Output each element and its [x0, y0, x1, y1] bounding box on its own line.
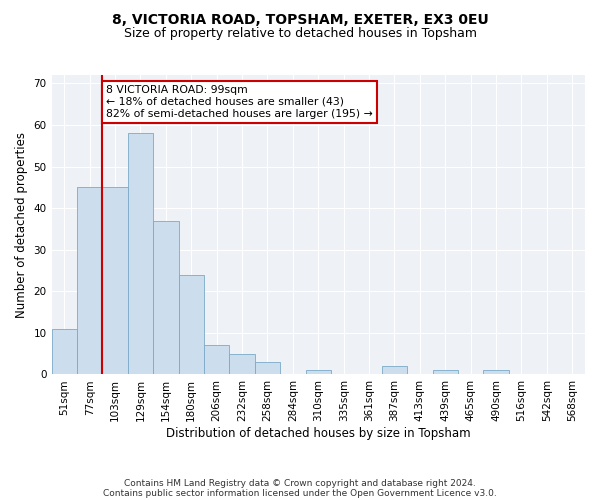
Bar	[153, 220, 179, 374]
Bar	[433, 370, 458, 374]
Bar	[179, 274, 204, 374]
Bar	[484, 370, 509, 374]
Bar	[103, 188, 128, 374]
Bar	[77, 188, 103, 374]
Text: 8, VICTORIA ROAD, TOPSHAM, EXETER, EX3 0EU: 8, VICTORIA ROAD, TOPSHAM, EXETER, EX3 0…	[112, 12, 488, 26]
Bar	[128, 133, 153, 374]
X-axis label: Distribution of detached houses by size in Topsham: Distribution of detached houses by size …	[166, 427, 470, 440]
Text: Contains HM Land Registry data © Crown copyright and database right 2024.: Contains HM Land Registry data © Crown c…	[124, 478, 476, 488]
Bar	[229, 354, 255, 374]
Bar	[255, 362, 280, 374]
Text: 8 VICTORIA ROAD: 99sqm
← 18% of detached houses are smaller (43)
82% of semi-det: 8 VICTORIA ROAD: 99sqm ← 18% of detached…	[106, 86, 373, 118]
Y-axis label: Number of detached properties: Number of detached properties	[15, 132, 28, 318]
Bar	[204, 346, 229, 374]
Text: Contains public sector information licensed under the Open Government Licence v3: Contains public sector information licen…	[103, 488, 497, 498]
Bar	[382, 366, 407, 374]
Text: Size of property relative to detached houses in Topsham: Size of property relative to detached ho…	[124, 28, 476, 40]
Bar	[305, 370, 331, 374]
Bar	[52, 328, 77, 374]
